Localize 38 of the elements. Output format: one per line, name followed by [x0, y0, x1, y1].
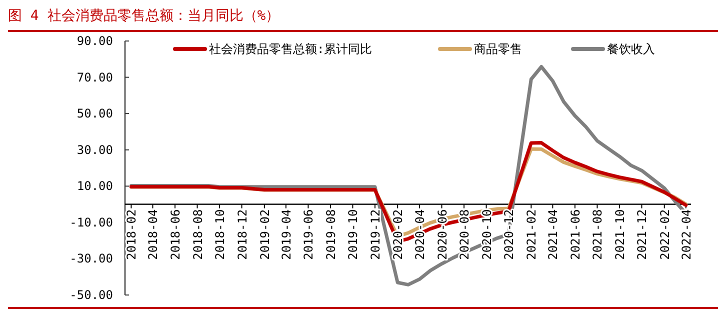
x-tick-label: 2021-10 [612, 209, 627, 260]
x-tick-label: 2020-10 [480, 209, 494, 260]
y-tick-label: -30.00 [70, 252, 113, 266]
x-tick-label: 2018-08 [190, 209, 205, 260]
x-tick-label: 2021-04 [546, 209, 560, 260]
x-tick-label: 2021-08 [590, 209, 605, 260]
x-tick-label: 2018-06 [168, 209, 182, 260]
x-tick-label: 2021-12 [635, 209, 650, 260]
x-tick-label: 2018-10 [213, 209, 228, 260]
y-tick-label: 30.00 [76, 142, 113, 157]
x-tick-label: 2018-02 [124, 209, 139, 260]
x-tick-label: 2019-06 [302, 209, 316, 260]
x-tick-label: 2022-04 [679, 209, 694, 260]
x-tick-label: 2018-04 [146, 209, 160, 260]
legend-label: 商品零售 [474, 42, 522, 56]
y-tick-label: -10.00 [70, 215, 113, 230]
x-tick-label: 2020-06 [435, 209, 450, 260]
x-tick-label: 2020-12 [502, 209, 516, 260]
x-tick-label: 2019-12 [368, 209, 382, 260]
legend-label: 社会消费品零售总额:累计同比 [209, 42, 372, 56]
x-tick-label: 2020-08 [458, 209, 472, 260]
chart-title: 图 4 社会消费品零售总额：当月同比（%） [8, 8, 280, 24]
x-tick-label: 2019-02 [258, 209, 272, 260]
y-tick-label: 10.00 [76, 179, 113, 194]
y-tick-label: 70.00 [76, 70, 113, 84]
x-tick-label: 2019-10 [346, 209, 360, 260]
x-tick-label: 2021-06 [568, 209, 582, 260]
x-tick-label: 2021-02 [524, 209, 539, 260]
legend-label: 餐饮收入 [607, 42, 655, 56]
y-tick-label: 90.00 [76, 34, 113, 48]
y-tick-label: 50.00 [76, 106, 113, 121]
x-tick-label: 2020-02 [391, 209, 406, 260]
x-tick-label: 2022-02 [658, 209, 672, 260]
x-tick-label: 2019-08 [324, 209, 338, 260]
x-tick-label: 2018-12 [235, 209, 250, 260]
y-tick-label: -50.00 [70, 288, 113, 302]
x-tick-label: 2019-04 [279, 209, 294, 260]
x-tick-label: 2020-04 [412, 209, 427, 260]
